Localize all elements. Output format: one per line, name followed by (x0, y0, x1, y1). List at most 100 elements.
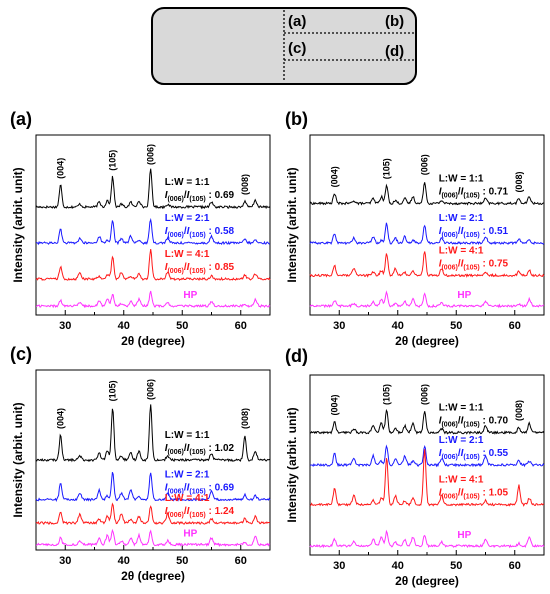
series-line-1 (309, 182, 545, 206)
ratio-subscript: (006) (167, 232, 183, 239)
schematic-label-c: (c) (288, 40, 306, 57)
peak-label: (006) (420, 154, 430, 175)
ratio-subscript: (006) (167, 489, 183, 496)
series-name: L:W = 1:1 (439, 403, 484, 414)
series-name: L:W = 2:1 (165, 470, 210, 481)
series-name: L:W = 2:1 (439, 213, 484, 224)
peak-label: (004) (330, 166, 340, 187)
ratio-subscript: (006) (441, 232, 457, 239)
peak-label: (004) (56, 408, 66, 429)
ratio-subscript: (105) (463, 422, 479, 429)
series-name: L:W = 1:1 (165, 177, 210, 188)
series-annotation: L:W = 2:1I(006)/I(105) : 0.69 (165, 470, 235, 496)
y-axis-label: Intensity (arbit. unit) (11, 402, 25, 517)
panel-b: (b) 30 40 50 60 2θ (degree) Intensity (arbit. … (285, 109, 545, 348)
x-tick-label: 30 (59, 320, 71, 332)
ratio-value: : 0.69 (206, 190, 235, 201)
ratio-value: : 0.55 (480, 448, 509, 459)
ratio-symbol: I (461, 258, 464, 269)
series-line-2 (35, 472, 271, 502)
series-line-1 (35, 404, 271, 463)
ratio-subscript: (105) (463, 192, 479, 199)
ratio-symbol: I (461, 488, 464, 499)
series-line-3 (35, 502, 271, 526)
series-line-4 (309, 529, 545, 549)
x-tick-label: 40 (118, 320, 130, 332)
schematic-label-a: (a) (288, 13, 306, 30)
ratio-symbol: I (461, 226, 464, 237)
series-name: L:W = 2:1 (165, 213, 210, 224)
ratio-symbol: I (187, 226, 190, 237)
schematic-label-d: (d) (385, 43, 404, 60)
panel-c: (c) 30 40 50 60 2θ (degree) Intensity (arbit. … (10, 344, 271, 583)
ratio-symbol: I (187, 190, 190, 201)
panel-label: (d) (285, 346, 308, 366)
ratio-symbol: I (439, 186, 442, 197)
intensity-ratio: I(006)/I(105) : 0.70 (439, 416, 509, 429)
x-tick-label: 60 (235, 555, 247, 567)
series-annotation: L:W = 1:1 I(006)/I(105) : 0.70 (439, 403, 509, 429)
ratio-slash: / (458, 488, 461, 499)
ratio-slash: / (184, 190, 187, 201)
ratio-subscript: (006) (167, 268, 183, 275)
y-axis-label: Intensity (arbit. unit) (285, 167, 299, 282)
panel-d: (d) 30 40 50 60 2θ (degree) Intensity (arbit. … (285, 346, 545, 588)
series-name: HP (183, 529, 197, 540)
intensity-ratio: I(006)/I(105) : 1.24 (165, 506, 235, 519)
x-axis-label: 2θ (degree) (121, 569, 185, 583)
intensity-ratio: I(006)/I(105) : 0.55 (439, 448, 509, 461)
ratio-value: : 0.85 (206, 262, 235, 273)
series-annotation: L:W = 1:1I(006)/I(105) : 1.02 (165, 430, 235, 456)
panel-label: (b) (285, 109, 308, 129)
x-tick-label: 50 (176, 555, 188, 567)
ratio-subscript: (105) (189, 489, 205, 496)
x-tick-label: 30 (333, 320, 345, 332)
ratio-value: : 1.05 (480, 488, 509, 499)
series-annotation: L:W = 1:1I(006)/I(105) : 0.71 (439, 173, 509, 199)
peak-label: (006) (146, 379, 156, 400)
ratio-value: : 0.75 (480, 258, 509, 269)
ratio-subscript: (006) (441, 422, 457, 429)
schematic-label-b: (b) (385, 13, 404, 30)
ratio-symbol: I (165, 226, 168, 237)
panel-a: (a) 30 40 50 60 2θ (degree) Intensity (arbit. … (10, 109, 271, 348)
x-tick-label: 60 (235, 320, 247, 332)
panel-label: (a) (10, 109, 32, 129)
intensity-ratio: I(006)/I(105) : 0.51 (439, 226, 509, 239)
intensity-ratio: I(006)/I(105) : 0.58 (165, 226, 235, 239)
ratio-subscript: (006) (167, 196, 183, 203)
peak-label: (006) (146, 144, 156, 165)
series-annotation: L:W = 2:1I(006)/I(105) : 0.51 (439, 213, 509, 239)
x-tick-label: 60 (509, 560, 521, 572)
intensity-ratio: I(006)/I(105) : 0.75 (439, 258, 509, 271)
peak-label: (105) (382, 384, 392, 405)
x-tick-label: 50 (176, 320, 188, 332)
peak-label: (004) (330, 394, 340, 415)
series-annotation: HP (183, 290, 197, 301)
ratio-value: : 1.02 (206, 443, 235, 454)
ratio-subscript: (105) (189, 512, 205, 519)
ratio-slash: / (458, 416, 461, 427)
x-tick-label: 50 (450, 560, 462, 572)
ratio-subscript: (006) (441, 454, 457, 461)
x-tick-label: 30 (333, 560, 345, 572)
series-name: HP (457, 530, 471, 541)
ratio-symbol: I (439, 488, 442, 499)
peak-label: (105) (108, 150, 118, 171)
ratio-slash: / (458, 448, 461, 459)
ratio-subscript: (006) (441, 264, 457, 271)
ratio-symbol: I (461, 186, 464, 197)
ratio-subscript: (105) (189, 268, 205, 275)
ratio-slash: / (458, 258, 461, 269)
series-annotation: HP (457, 530, 471, 541)
ratio-slash: / (184, 506, 187, 517)
ratio-symbol: I (165, 506, 168, 517)
series-line-2 (309, 444, 545, 468)
ratio-subscript: (006) (441, 192, 457, 199)
ratio-subscript: (105) (463, 494, 479, 501)
series-annotation: L:W = 2:1I(006)/I(105) : 0.55 (439, 435, 509, 461)
intensity-ratio: I(006)/I(105) : 0.69 (165, 190, 235, 203)
series-annotation: L:W = 4:1I(006)/I(105) : 0.85 (165, 249, 235, 275)
x-axis-label: 2θ (degree) (395, 334, 459, 348)
